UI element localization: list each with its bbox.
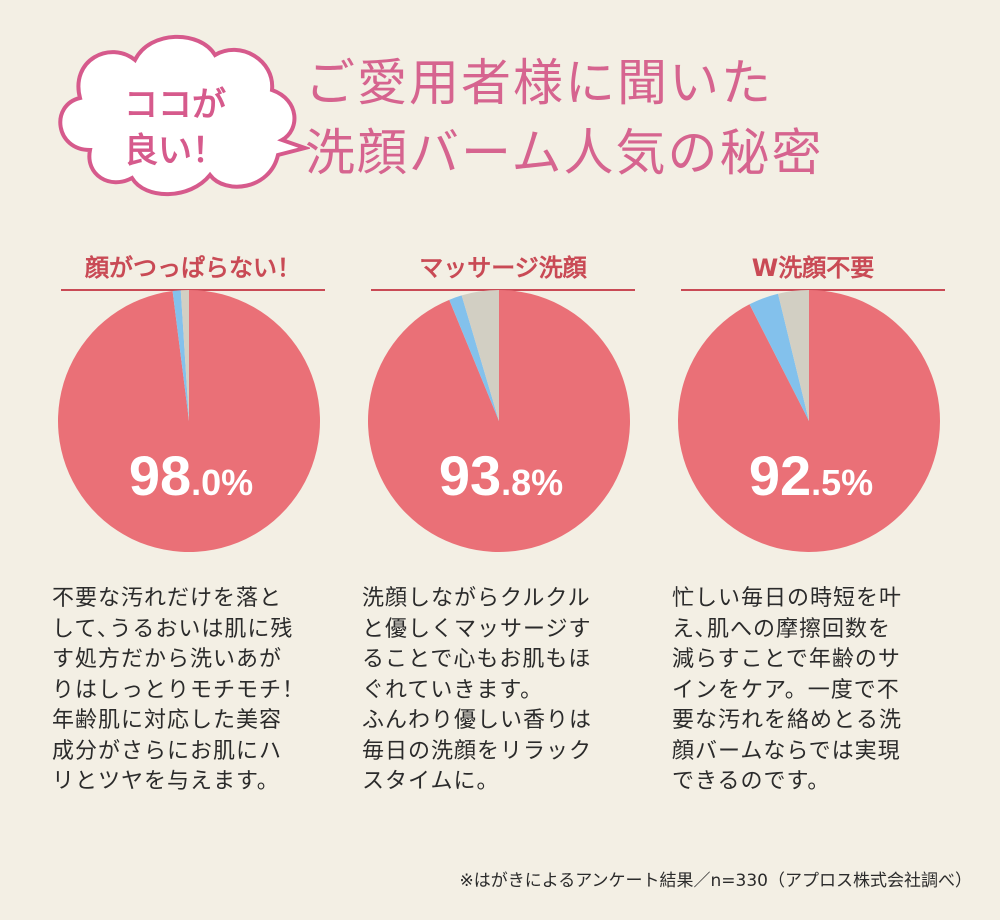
percent-dec: .0% xyxy=(191,462,254,503)
percent-dec: .8% xyxy=(501,462,564,503)
desc-line: ふんわり優しい香りは xyxy=(362,708,593,733)
pie-chart xyxy=(57,290,321,552)
column-heading: W洗顔不要 xyxy=(681,248,945,291)
percent-int: 93 xyxy=(438,444,502,507)
desc-line: りはしっとりモチモチ！ xyxy=(52,677,306,703)
description: 忙しい毎日の時短を叶 え､肌への摩擦回数を 減らすことで年齢のサ インをケア。一度で不… xyxy=(672,584,957,798)
description: 洗顔しながらクルクル と優しくマッサージす ることで心もお肌もほ ぐれていきます。ふん… xyxy=(362,584,647,798)
column-heading: 顔がつっぱらない！ xyxy=(61,248,325,291)
pie-slice-2 xyxy=(461,290,499,421)
percent-int: 98 xyxy=(128,444,192,507)
desc-line: ることで心もお肌もほ xyxy=(362,647,592,672)
pie-chart xyxy=(368,290,630,552)
survey-column: 顔がつっぱらない！ 98.0% 不要な汚れだけを落と して､うるおいは肌に残 す処方… xyxy=(52,248,328,794)
survey-column: マッサージ洗顔 93.8% 洗顔しながらクルクル と優しくマッサージす ることで心も… xyxy=(362,248,638,794)
desc-line: 成分がさらにお肌にハ xyxy=(52,738,283,764)
pie-slice-1 xyxy=(749,293,809,421)
percent-label: 93.8% xyxy=(368,443,634,508)
badge-text: ココが 良い！ xyxy=(100,82,250,174)
survey-column: W洗顔不要 92.5% 忙しい毎日の時短を叶 え､肌への摩擦回数を 減らすことで年齢… xyxy=(672,248,948,794)
percent-dec: .5% xyxy=(811,462,874,503)
title-line: 洗顔バーム人気の秘密 xyxy=(305,124,824,182)
desc-line: 忙しい毎日の時短を叶 xyxy=(672,586,903,611)
desc-line: して､うるおいは肌に残 xyxy=(52,616,294,642)
page-title: ご愛用者様に聞いた 洗顔バーム人気の秘密 xyxy=(305,48,824,188)
percent-int: 92 xyxy=(748,444,812,507)
title-line: ご愛用者様に聞いた xyxy=(305,54,773,112)
column-heading: マッサージ洗顔 xyxy=(371,248,635,291)
pie-slice-2 xyxy=(778,290,809,421)
desc-line: と優しくマッサージす xyxy=(362,616,592,642)
percent-label: 98.0% xyxy=(58,443,324,508)
desc-line: 減らすことで年齢のサ xyxy=(672,647,901,672)
pie-slice-2 xyxy=(180,290,189,421)
desc-line: 要な汚れを絡めとる洗 xyxy=(672,708,903,733)
desc-line: す処方だから洗いあが xyxy=(52,647,283,672)
desc-line: 顔バームならでは実現 xyxy=(672,738,901,764)
pie-slice-1 xyxy=(172,290,189,421)
percent-label: 92.5% xyxy=(678,443,944,508)
desc-line: できるのです。 xyxy=(672,769,831,794)
badge-line: 良い！ xyxy=(124,131,226,171)
desc-line: インをケア。一度で不 xyxy=(672,677,900,703)
desc-line: スタイムに。 xyxy=(362,769,500,794)
desc-line: ぐれていきます。 xyxy=(362,677,544,703)
pie-slice-1 xyxy=(449,295,499,421)
desc-line: え､肌への摩擦回数を xyxy=(672,616,892,642)
description: 不要な汚れだけを落と して､うるおいは肌に残 す処方だから洗いあが りはしっとりモチモ… xyxy=(52,584,337,798)
desc-line: 洗顔しながらクルクル xyxy=(362,586,591,611)
desc-line: 年齢肌に対応した美容 xyxy=(52,708,283,733)
badge-line: ココが xyxy=(124,85,226,125)
desc-line: 不要な汚れだけを落と xyxy=(52,586,283,611)
footnote: ※はがきによるアンケート結果／n=330（アプロス株式会社調べ） xyxy=(459,871,972,891)
desc-line: リとツヤを与えます。 xyxy=(52,769,280,794)
desc-line: 毎日の洗顔をリラック xyxy=(362,738,593,764)
cloud-badge-icon xyxy=(58,34,310,197)
pie-chart xyxy=(678,290,940,552)
